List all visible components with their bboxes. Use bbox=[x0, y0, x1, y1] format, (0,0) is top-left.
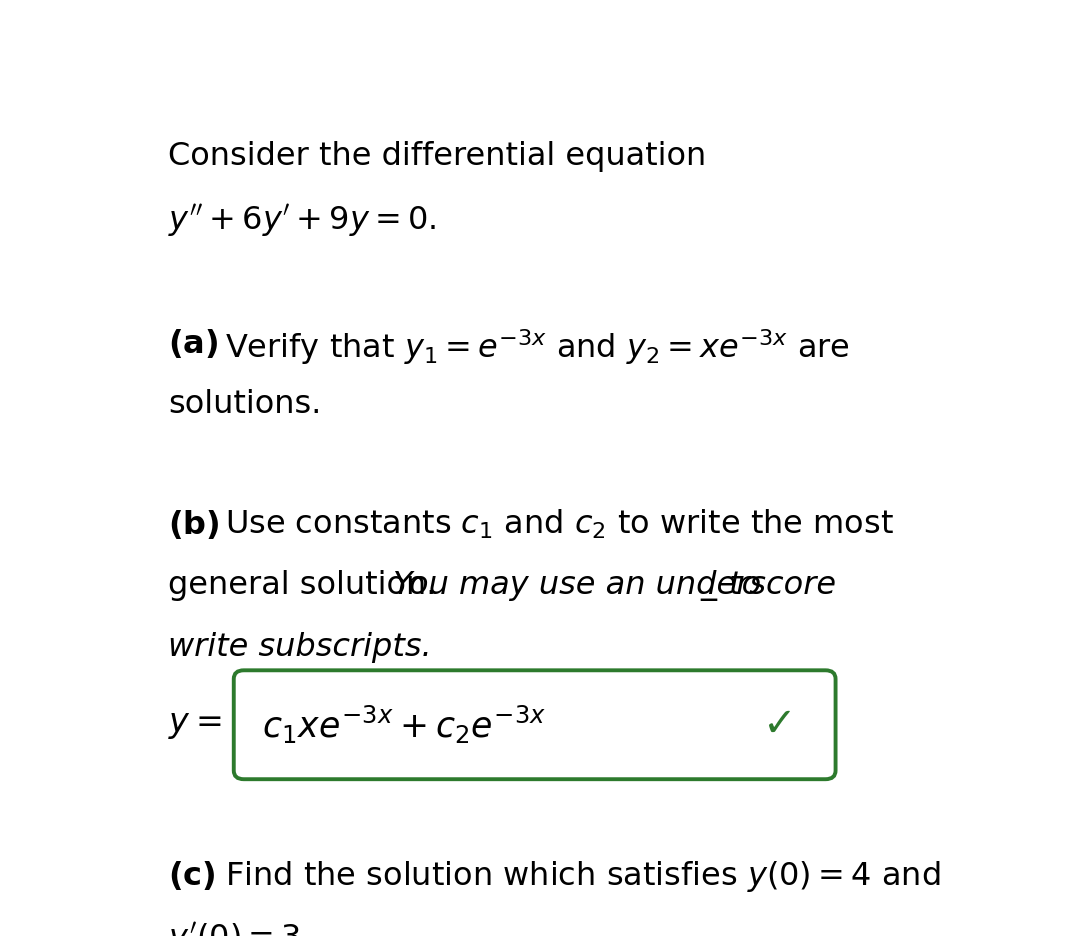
Text: $\mathbf{(a)}$: $\mathbf{(a)}$ bbox=[168, 328, 218, 360]
Text: Verify that $y_1 = e^{-3x}$ and $y_2 = xe^{-3x}$ are: Verify that $y_1 = e^{-3x}$ and $y_2 = x… bbox=[225, 328, 850, 367]
FancyBboxPatch shape bbox=[233, 670, 836, 779]
Text: Use constants $c_1$ and $c_2$ to write the most: Use constants $c_1$ and $c_2$ to write t… bbox=[225, 507, 893, 541]
Text: to: to bbox=[719, 570, 761, 601]
Text: solutions.: solutions. bbox=[168, 389, 322, 420]
Text: Consider the differential equation: Consider the differential equation bbox=[168, 141, 706, 172]
Text: write subscripts.: write subscripts. bbox=[168, 632, 432, 663]
Text: Find the solution which satisfies $y(0) = 4$ and: Find the solution which satisfies $y(0) … bbox=[225, 859, 940, 894]
Text: $y'(0) = 3.$: $y'(0) = 3.$ bbox=[168, 921, 310, 936]
Text: _: _ bbox=[701, 570, 717, 601]
Text: $\mathbf{(c)}$: $\mathbf{(c)}$ bbox=[168, 859, 216, 892]
Text: $c_1xe^{-3x} + c_2e^{-3x}$: $c_1xe^{-3x} + c_2e^{-3x}$ bbox=[262, 704, 546, 746]
Text: $y'' + 6y' + 9y = 0.$: $y'' + 6y' + 9y = 0.$ bbox=[168, 203, 436, 240]
Text: You may use an underscore: You may use an underscore bbox=[393, 570, 836, 601]
Text: $y = $: $y = $ bbox=[168, 709, 221, 741]
Text: ✓: ✓ bbox=[762, 705, 796, 745]
Text: $\mathbf{(b)}$: $\mathbf{(b)}$ bbox=[168, 507, 220, 541]
Text: general solution.: general solution. bbox=[168, 570, 447, 601]
